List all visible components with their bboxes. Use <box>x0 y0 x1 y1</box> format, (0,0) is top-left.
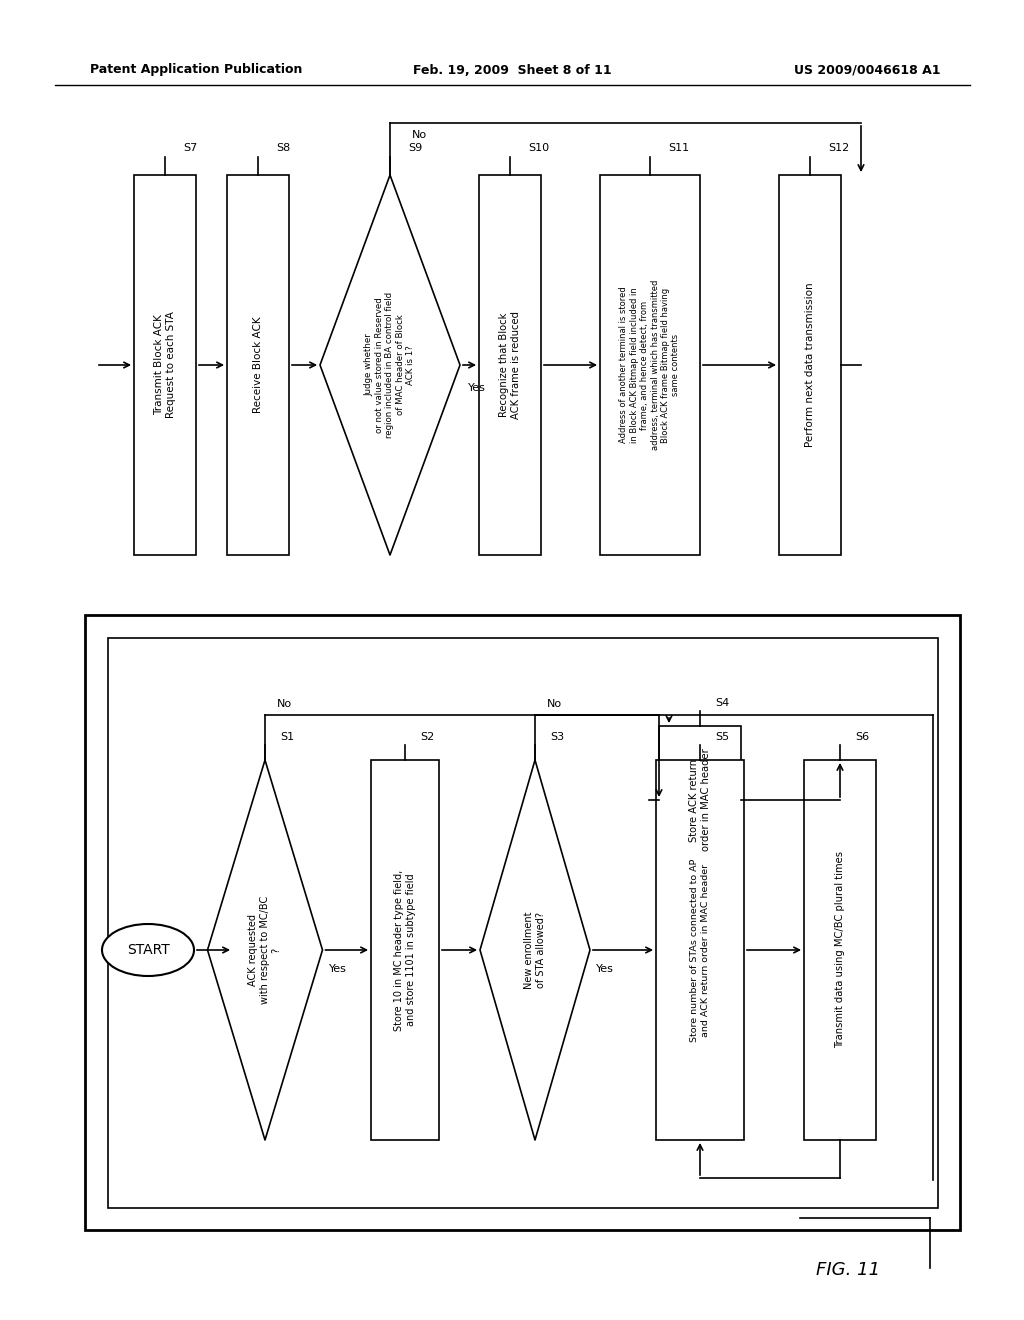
Polygon shape <box>208 760 323 1140</box>
Text: Yes: Yes <box>329 964 346 974</box>
Text: Feb. 19, 2009  Sheet 8 of 11: Feb. 19, 2009 Sheet 8 of 11 <box>413 63 611 77</box>
Text: S6: S6 <box>855 733 869 742</box>
Bar <box>371 760 439 1140</box>
Text: S8: S8 <box>276 143 290 153</box>
Bar <box>85 615 961 1230</box>
Bar <box>804 760 876 1140</box>
Text: S12: S12 <box>828 143 849 153</box>
Text: S7: S7 <box>183 143 198 153</box>
Text: New enrollment
of STA allowed?: New enrollment of STA allowed? <box>524 911 546 989</box>
Text: Address of another terminal is stored
in Block ACK Bitmap field included in
fram: Address of another terminal is stored in… <box>620 280 681 450</box>
Text: No: No <box>278 700 292 709</box>
Text: Transmit Block ACK
Request to each STA: Transmit Block ACK Request to each STA <box>155 312 176 418</box>
Bar <box>656 760 744 1140</box>
Text: ACK requested
with respect to MC/BC
?: ACK requested with respect to MC/BC ? <box>249 896 282 1005</box>
Bar <box>600 176 700 554</box>
Text: Transmit data using MC/BC plural times: Transmit data using MC/BC plural times <box>835 851 845 1048</box>
Polygon shape <box>480 760 590 1140</box>
Bar <box>779 176 841 554</box>
Text: S9: S9 <box>408 143 422 153</box>
Text: Patent Application Publication: Patent Application Publication <box>90 63 302 77</box>
Bar <box>134 176 196 554</box>
Text: Store 10 in MC header type field,
and store 1101 in subtype field: Store 10 in MC header type field, and st… <box>394 870 416 1031</box>
Ellipse shape <box>102 924 194 975</box>
Text: Store ACK return
order in MAC header: Store ACK return order in MAC header <box>689 748 711 851</box>
Text: S4: S4 <box>715 698 729 708</box>
Text: S5: S5 <box>715 733 729 742</box>
Text: START: START <box>127 942 169 957</box>
Text: Recognize that Block
ACK frame is reduced: Recognize that Block ACK frame is reduce… <box>500 312 521 418</box>
Text: Perform next data transmission: Perform next data transmission <box>805 282 815 447</box>
Text: S2: S2 <box>420 733 434 742</box>
Text: S10: S10 <box>528 143 549 153</box>
Text: S3: S3 <box>550 733 564 742</box>
Text: US 2009/0046618 A1: US 2009/0046618 A1 <box>794 63 940 77</box>
Text: Judge whether
or not value stored in Reserved
region included in BA control fiel: Judge whether or not value stored in Res… <box>365 292 416 438</box>
Text: Store number of STAs connected to AP
and ACK return order in MAC header: Store number of STAs connected to AP and… <box>690 858 710 1041</box>
Bar <box>659 726 741 874</box>
Text: Receive Block ACK: Receive Block ACK <box>253 317 263 413</box>
Bar <box>227 176 289 554</box>
Text: S1: S1 <box>280 733 294 742</box>
Text: No: No <box>547 700 562 709</box>
Text: Yes: Yes <box>468 383 485 393</box>
Polygon shape <box>319 176 460 554</box>
Bar <box>108 638 938 1208</box>
Text: FIG. 11: FIG. 11 <box>816 1261 880 1279</box>
Text: No: No <box>412 129 427 140</box>
Text: Yes: Yes <box>596 964 613 974</box>
Text: S11: S11 <box>668 143 689 153</box>
Bar <box>479 176 541 554</box>
